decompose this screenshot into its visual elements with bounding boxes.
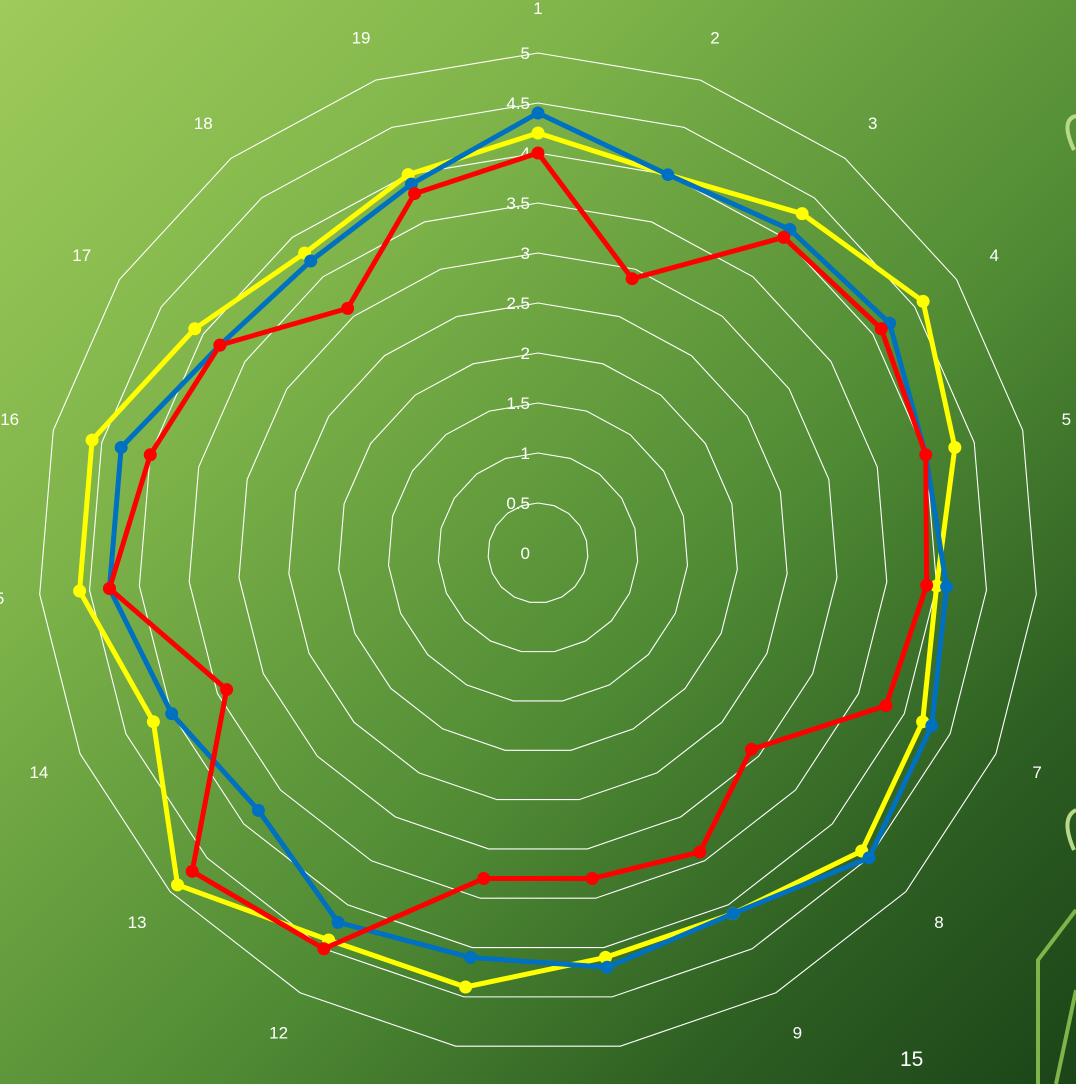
grid-ring [188, 202, 888, 899]
data-point [531, 126, 545, 140]
category-label: 18 [194, 114, 213, 133]
data-point [459, 980, 473, 994]
grid-ring [437, 452, 639, 653]
data-point [925, 719, 939, 733]
series-0 [73, 126, 962, 994]
category-label: 5 [1062, 410, 1071, 429]
data-point [795, 207, 809, 221]
data-point [744, 742, 758, 756]
data-point [874, 322, 888, 336]
data-point [661, 168, 675, 182]
category-label: 16 [0, 410, 19, 429]
data-point [464, 950, 478, 964]
grid-ring [487, 502, 589, 603]
category-label: 8 [934, 913, 943, 932]
radial-tick-labels: 0 0.5 1 1.5 2 2.5 3 3.5 4 4.5 5 [506, 44, 530, 563]
data-point [477, 871, 491, 885]
grid-ring [138, 152, 938, 949]
category-label: 17 [72, 246, 91, 265]
category-label: 19 [352, 29, 371, 48]
category-label: 10 [618, 1082, 637, 1084]
data-point [916, 294, 930, 308]
data-point [598, 950, 612, 964]
data-point [146, 715, 160, 729]
series-line [77, 130, 958, 990]
category-label: 14 [29, 763, 48, 782]
data-point [930, 579, 944, 593]
tick-label: 0.5 [506, 494, 530, 513]
data-point [625, 272, 639, 286]
tick-label: 2 [521, 344, 530, 363]
grid-ring [39, 52, 1037, 1047]
grid-ring [88, 102, 988, 998]
data-point [73, 584, 87, 598]
category-label: 1 [533, 0, 542, 18]
data-point [585, 871, 599, 885]
data-point [188, 322, 202, 336]
data-point [948, 440, 962, 454]
tick-label: 4.5 [506, 94, 530, 113]
data-point [85, 433, 99, 447]
category-label: 4 [990, 246, 999, 265]
data-point [777, 230, 791, 244]
page-number: 15 [900, 1048, 924, 1071]
data-point [220, 683, 234, 697]
data-point [170, 878, 184, 892]
data-point [693, 845, 707, 859]
data-point [879, 699, 893, 713]
radar-grid [39, 52, 1037, 1047]
tick-label: 5 [521, 44, 530, 63]
data-point [919, 448, 933, 462]
tick-label: 1.5 [506, 394, 530, 413]
category-label: 7 [1032, 763, 1041, 782]
grid-ring [288, 302, 788, 801]
data-point [940, 580, 954, 594]
data-point [317, 942, 331, 956]
data-point [408, 187, 422, 201]
data-point [862, 851, 876, 865]
decorative-shape [1065, 114, 1076, 151]
data-point [114, 440, 128, 454]
data-point [304, 254, 318, 268]
category-label: 13 [128, 913, 147, 932]
grid-ring [338, 352, 738, 751]
series-2 [102, 146, 934, 956]
tick-label: 3 [521, 244, 530, 263]
grid-ring [387, 402, 689, 702]
category-label: 2 [710, 29, 719, 48]
data-point [726, 907, 740, 921]
data-point [251, 803, 265, 817]
data-point [920, 578, 934, 592]
series-line [106, 150, 930, 952]
tick-label: 0 [521, 544, 530, 563]
tick-label: 1 [521, 444, 530, 463]
data-point [165, 707, 179, 721]
data-point [331, 915, 345, 929]
category-label: 9 [793, 1023, 802, 1042]
category-label: 15 [0, 589, 4, 608]
category-label: 12 [269, 1023, 288, 1042]
data-point [531, 146, 545, 160]
series-lines [73, 106, 962, 994]
category-label: 11 [439, 1082, 457, 1084]
data-point [185, 864, 199, 878]
tick-label: 2.5 [506, 294, 530, 313]
series-line [106, 110, 950, 970]
decorative-shape [1065, 808, 1076, 851]
data-point [531, 106, 545, 120]
tick-label: 3.5 [506, 194, 530, 213]
grid-ring [238, 252, 838, 850]
tick-label: 4 [521, 144, 530, 163]
data-point [213, 338, 227, 352]
decorative-hexagon-edge [1036, 908, 1076, 1084]
category-label: 3 [868, 114, 877, 133]
data-point [102, 582, 116, 596]
data-point [143, 448, 157, 462]
data-point [341, 301, 355, 315]
series-1 [102, 106, 954, 974]
data-point [600, 960, 614, 974]
